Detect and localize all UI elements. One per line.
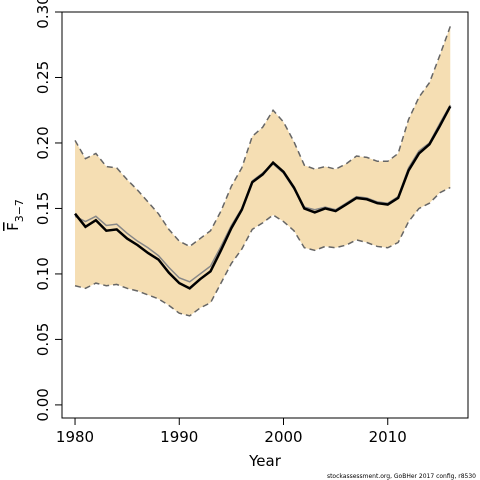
y-tick-label: 0.20 [34, 126, 52, 159]
y-axis-label-sub: 3−7 [13, 199, 26, 222]
plot-frame [61, 11, 469, 419]
line [74, 105, 452, 290]
band-edge [74, 186, 451, 317]
y-axis-label: F3−7 [4, 199, 26, 231]
y-axis-label-main: F [4, 222, 22, 231]
y-tick-label: 0.10 [34, 257, 52, 290]
x-tick-label: 2000 [264, 428, 302, 446]
y-tick-label: 0.05 [34, 323, 52, 356]
band-edge [74, 26, 451, 248]
x-tick-label: 2010 [369, 428, 407, 446]
y-tick-label: 0.00 [34, 388, 52, 421]
y-tick-label: 0.25 [34, 61, 52, 94]
y-tick-label: 0.30 [34, 0, 52, 29]
y-tick-label: 0.15 [34, 192, 52, 225]
x-tick-label: 1990 [160, 428, 198, 446]
footnote: stockassessment.org, GoBHer 2017 config,… [327, 473, 476, 480]
confidence-band [75, 26, 451, 316]
x-tick-label: 1980 [56, 428, 94, 446]
x-axis-label: Year [248, 452, 282, 470]
